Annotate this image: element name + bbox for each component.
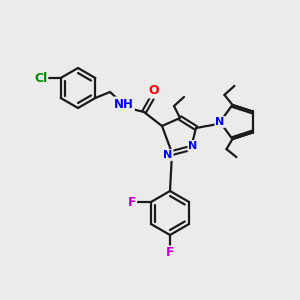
Text: O: O xyxy=(149,85,159,98)
Text: N: N xyxy=(215,117,225,127)
Text: F: F xyxy=(128,196,136,208)
Text: N: N xyxy=(164,150,172,160)
Text: N: N xyxy=(188,141,198,151)
Text: F: F xyxy=(166,247,174,260)
Text: NH: NH xyxy=(114,98,134,110)
Text: Cl: Cl xyxy=(34,71,47,85)
